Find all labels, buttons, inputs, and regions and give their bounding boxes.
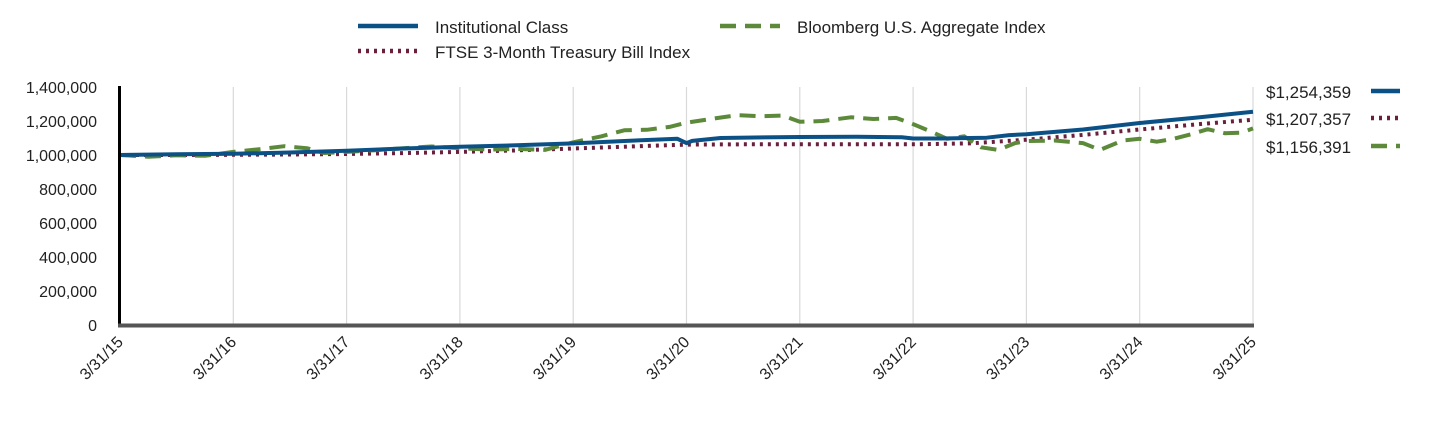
y-tick-label: 400,000: [39, 250, 97, 267]
y-tick-labels: 0 200,000 400,000 600,000 800,000 1,000,000 1,…: [26, 80, 97, 335]
grid-layer: [232, 87, 1254, 325]
x-tick-label: 3/31/25: [1210, 334, 1260, 384]
x-tick-label: 3/31/15: [77, 334, 127, 384]
y-tick-label: 800,000: [39, 182, 97, 199]
x-tick-label: 3/31/18: [417, 334, 467, 384]
end-labels: $1,254,359 $1,207,357 $1,156,391: [1266, 83, 1400, 157]
y-tick-label: 600,000: [39, 216, 97, 233]
x-tick-label: 3/31/19: [530, 334, 580, 384]
x-tick-label: 3/31/23: [983, 334, 1033, 384]
y-tick-label: 1,200,000: [26, 114, 97, 131]
y-tick-label: 1,000,000: [26, 148, 97, 165]
x-tick-label: 3/31/24: [1097, 334, 1147, 384]
legend-label-institutional-class: Institutional Class: [435, 18, 568, 37]
y-tick-label: 0: [88, 318, 97, 335]
x-tick-label: 3/31/22: [870, 334, 920, 384]
legend-label-ftse-tbill: FTSE 3-Month Treasury Bill Index: [435, 43, 691, 62]
series-line-institutional-class: [119, 109, 1254, 157]
legend-entry-ftse-tbill: FTSE 3-Month Treasury Bill Index: [358, 43, 691, 62]
y-tick-label: 1,400,000: [26, 80, 97, 97]
x-tick-label: 3/31/21: [757, 334, 807, 384]
x-tick-labels: 3/31/15 3/31/16 3/31/17 3/31/18 3/31/19 3/31/…: [77, 334, 1260, 384]
series-line-bloomberg-u-s-aggregate-index: [119, 113, 1254, 159]
end-label-institutional-class: $1,254,359: [1266, 83, 1400, 102]
end-label-ftse-tbill-value: $1,207,357: [1266, 110, 1351, 129]
axis-layer: [118, 86, 1254, 328]
legend-entry-institutional-class: Institutional Class: [358, 18, 568, 37]
legend-label-bloomberg-aggregate: Bloomberg U.S. Aggregate Index: [797, 18, 1046, 37]
y-tick-label: 200,000: [39, 284, 97, 301]
end-label-ftse-tbill: $1,207,357: [1266, 110, 1400, 129]
end-label-bloomberg-aggregate: $1,156,391: [1266, 138, 1400, 157]
x-tick-label: 3/31/16: [190, 334, 240, 384]
legend-entry-bloomberg-aggregate: Bloomberg U.S. Aggregate Index: [720, 18, 1046, 37]
end-label-bloomberg-aggregate-value: $1,156,391: [1266, 138, 1351, 157]
x-tick-label: 3/31/20: [644, 334, 694, 384]
x-tick-label: 3/31/17: [304, 334, 354, 384]
legend: Institutional Class Bloomberg U.S. Aggre…: [358, 18, 1046, 62]
end-label-institutional-class-value: $1,254,359: [1266, 83, 1351, 102]
series-layer: [119, 109, 1254, 159]
series-line-ftse-3-month-treasury-bill-index: [120, 117, 1254, 157]
